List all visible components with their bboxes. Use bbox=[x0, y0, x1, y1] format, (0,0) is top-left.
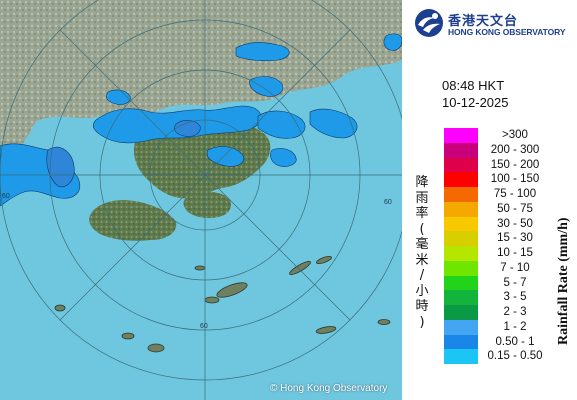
legend-label: 3 - 5 bbox=[503, 291, 527, 304]
legend-label: 1 - 2 bbox=[503, 320, 527, 333]
hong-kong-land bbox=[133, 118, 271, 199]
legend-swatch bbox=[444, 260, 478, 276]
legend-label: 75 - 100 bbox=[493, 188, 537, 201]
legend-swatch bbox=[444, 172, 478, 188]
legend-swatch bbox=[444, 305, 478, 320]
legend-swatch bbox=[444, 349, 478, 365]
radar-map-canvas: 60 60 60 bbox=[0, 0, 402, 400]
ring-label-south: 60 bbox=[200, 323, 208, 330]
legend-swatch bbox=[444, 334, 478, 350]
legend-title-cn: 降雨率(毫米 / 小時) bbox=[414, 175, 430, 330]
legend-swatch bbox=[444, 142, 478, 158]
hko-logo-icon bbox=[415, 9, 443, 37]
outlying-islands bbox=[54, 255, 391, 353]
legend-label: 0.15 - 0.50 bbox=[487, 350, 543, 363]
legend-label: 200 - 300 bbox=[490, 143, 540, 156]
legend-swatch bbox=[444, 201, 478, 217]
legend-swatch bbox=[444, 275, 478, 291]
legend-label: >300 bbox=[502, 129, 528, 141]
legend-title-cn-char: / bbox=[419, 268, 425, 283]
legend-title-cn-char: 降 bbox=[415, 175, 429, 190]
legend-title-cn-char: ( bbox=[419, 221, 425, 237]
legend-swatch bbox=[444, 290, 478, 306]
legend-swatch bbox=[444, 157, 478, 173]
legend-label: 10 - 15 bbox=[497, 247, 533, 260]
legend-title-cn-char: ) bbox=[419, 314, 425, 330]
legend-title-cn-char: 率 bbox=[415, 206, 429, 221]
logo-name-cn: 香港天文台 bbox=[448, 14, 519, 29]
legend-title-cn-char: 時 bbox=[415, 299, 429, 314]
hk-island bbox=[183, 191, 231, 219]
legend-label: 30 - 50 bbox=[497, 217, 533, 230]
copyright-text: © Hong Kong Observatory bbox=[270, 383, 388, 394]
legend-title-cn-char: 小 bbox=[415, 283, 429, 299]
legend-label: 5 - 7 bbox=[503, 276, 527, 289]
legend-swatch bbox=[444, 216, 478, 232]
logo-name-en: HONG KONG OBSERVATORY bbox=[448, 27, 566, 37]
hko-logo[interactable]: 香港天文台 HONG KONG OBSERVATORY bbox=[412, 6, 577, 40]
ring-labels: 60 60 60 bbox=[2, 193, 392, 330]
legend-label: 15 - 30 bbox=[497, 232, 533, 245]
range-rings bbox=[0, 0, 402, 400]
legend-color-scale bbox=[444, 128, 478, 365]
legend-title-en: Rainfall Rate (mm/h) bbox=[556, 217, 571, 345]
legend-label: 150 - 200 bbox=[490, 158, 540, 171]
legend-swatch bbox=[444, 319, 478, 335]
legend-panel: 香港天文台 HONG KONG OBSERVATORY 08:48 HKT 10… bbox=[402, 0, 577, 400]
legend-swatch bbox=[444, 128, 478, 143]
legend-label: 100 - 150 bbox=[490, 173, 540, 186]
legend-label: 7 - 10 bbox=[500, 261, 530, 274]
legend-swatch bbox=[444, 231, 478, 247]
lantau-island bbox=[89, 200, 177, 241]
legend-swatch bbox=[444, 246, 478, 261]
ring-label-east: 60 bbox=[384, 199, 392, 206]
legend-label: 50 - 75 bbox=[497, 202, 533, 215]
radar-map[interactable]: 60 60 60 © Hong Kong Observatory bbox=[0, 0, 402, 400]
mainland-land bbox=[0, 0, 402, 126]
legend-title-cn-char: 米 bbox=[415, 252, 429, 268]
legend-label: 0.50 - 1 bbox=[495, 335, 535, 348]
west-coast-land bbox=[0, 0, 60, 168]
legend-title-cn-char: 雨 bbox=[415, 190, 429, 206]
observation-time: 08:48 HKT bbox=[442, 78, 505, 93]
legend-title-cn-char: 毫 bbox=[415, 237, 429, 252]
legend-swatch bbox=[444, 187, 478, 202]
legend-labels: >300 200 - 300 150 - 200 100 - 150 75 - 100 5… bbox=[480, 128, 550, 364]
ring-label-west: 60 bbox=[2, 193, 10, 200]
legend-label: 2 - 3 bbox=[503, 306, 527, 319]
observation-date: 10-12-2025 bbox=[442, 95, 509, 110]
